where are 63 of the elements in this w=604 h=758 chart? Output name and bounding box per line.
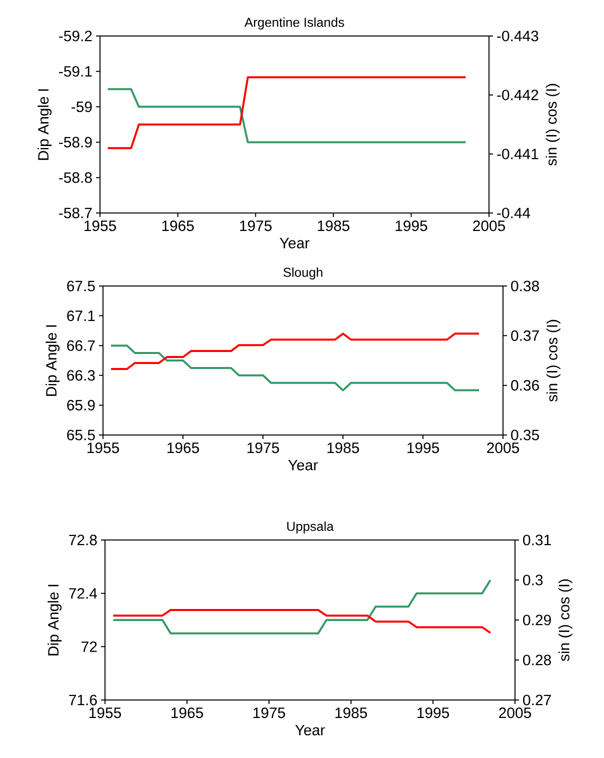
y-tick-label: 66.3 — [67, 370, 95, 381]
x-axis-title: Year — [288, 460, 318, 470]
y-tick-label: -58.8 — [59, 172, 92, 183]
y-tick-label: -59.1 — [59, 66, 92, 77]
x-tick-label: 1955 — [90, 708, 121, 718]
x-tick-label: 1985 — [318, 220, 350, 232]
y2-axis-title: sin (I) cos (I) — [558, 579, 572, 662]
x-tick-label: 1975 — [254, 708, 285, 718]
y-tick-label: 72 — [82, 641, 97, 652]
x-tick-label: 1995 — [418, 708, 449, 718]
x-tick-label: 1995 — [396, 220, 428, 232]
y2-tick-label: 0.37 — [511, 330, 539, 341]
x-axis-title: Year — [295, 724, 325, 736]
y-tick-label: -58.7 — [59, 208, 92, 218]
y-tick-label: 65.5 — [67, 430, 95, 440]
x-tick-label: 1975 — [248, 442, 279, 454]
y2-tick-label: -0.441 — [497, 148, 538, 160]
line-series — [112, 609, 492, 634]
x-tick-label: 1955 — [88, 442, 119, 454]
y-axis-title: Dip Angle I — [46, 325, 60, 396]
x-tick-label: 2005 — [473, 220, 505, 232]
y-tick-label: -59.2 — [59, 30, 92, 42]
y2-tick-label: -0.442 — [497, 90, 538, 100]
y2-tick-label: 0.35 — [511, 430, 539, 440]
y2-tick-label: 0.31 — [523, 534, 551, 546]
chart-title: Slough — [283, 267, 322, 280]
y-tick-label: -58.9 — [59, 136, 92, 148]
y-tick-label: -59 — [72, 102, 92, 112]
x-tick-label: 1975 — [240, 220, 272, 232]
y2-tick-label: 0.29 — [523, 614, 551, 626]
y-tick-label: 71.6 — [69, 694, 97, 706]
y2-tick-label: 0.36 — [511, 380, 539, 391]
y-tick-label: 65.9 — [67, 400, 95, 410]
x-tick-label: 1995 — [408, 442, 439, 454]
chart-title: Uppsala — [287, 521, 334, 534]
x-tick-label: 2005 — [499, 708, 531, 718]
line-series — [110, 332, 480, 370]
x-tick-label: 1965 — [172, 708, 203, 718]
y2-axis-title: sin (I) cos (I) — [546, 320, 560, 402]
y-tick-label: 72.4 — [69, 588, 98, 599]
y-axis-title: Dip Angle I — [38, 89, 52, 160]
chart-title: Argentine Islands — [244, 17, 344, 30]
y-tick-label: 67.1 — [67, 310, 95, 322]
y2-tick-label: 0.27 — [523, 694, 551, 706]
y-tick-label: 72.8 — [69, 534, 97, 546]
y2-tick-label: 0.3 — [523, 574, 543, 586]
x-axis-title: Year — [280, 238, 310, 248]
x-tick-label: 1965 — [162, 220, 194, 232]
y2-tick-label: -0.44 — [497, 208, 530, 218]
y-tick-label: 67.5 — [67, 280, 95, 292]
y2-axis-title: sin (I) cos (I) — [546, 84, 560, 166]
x-tick-label: 1955 — [84, 220, 116, 232]
line-series — [112, 579, 492, 634]
y-tick-label: 66.7 — [67, 340, 95, 351]
y2-tick-label: 0.38 — [511, 280, 539, 292]
x-tick-label: 1965 — [168, 442, 199, 454]
y2-tick-label: 0.28 — [523, 654, 551, 666]
x-tick-label: 1985 — [336, 708, 367, 718]
x-tick-label: 2005 — [487, 442, 519, 454]
line-series — [110, 344, 480, 392]
y2-tick-label: -0.443 — [497, 30, 538, 42]
x-tick-label: 1985 — [328, 442, 359, 454]
y-axis-title: Dip Angle I — [48, 584, 62, 656]
